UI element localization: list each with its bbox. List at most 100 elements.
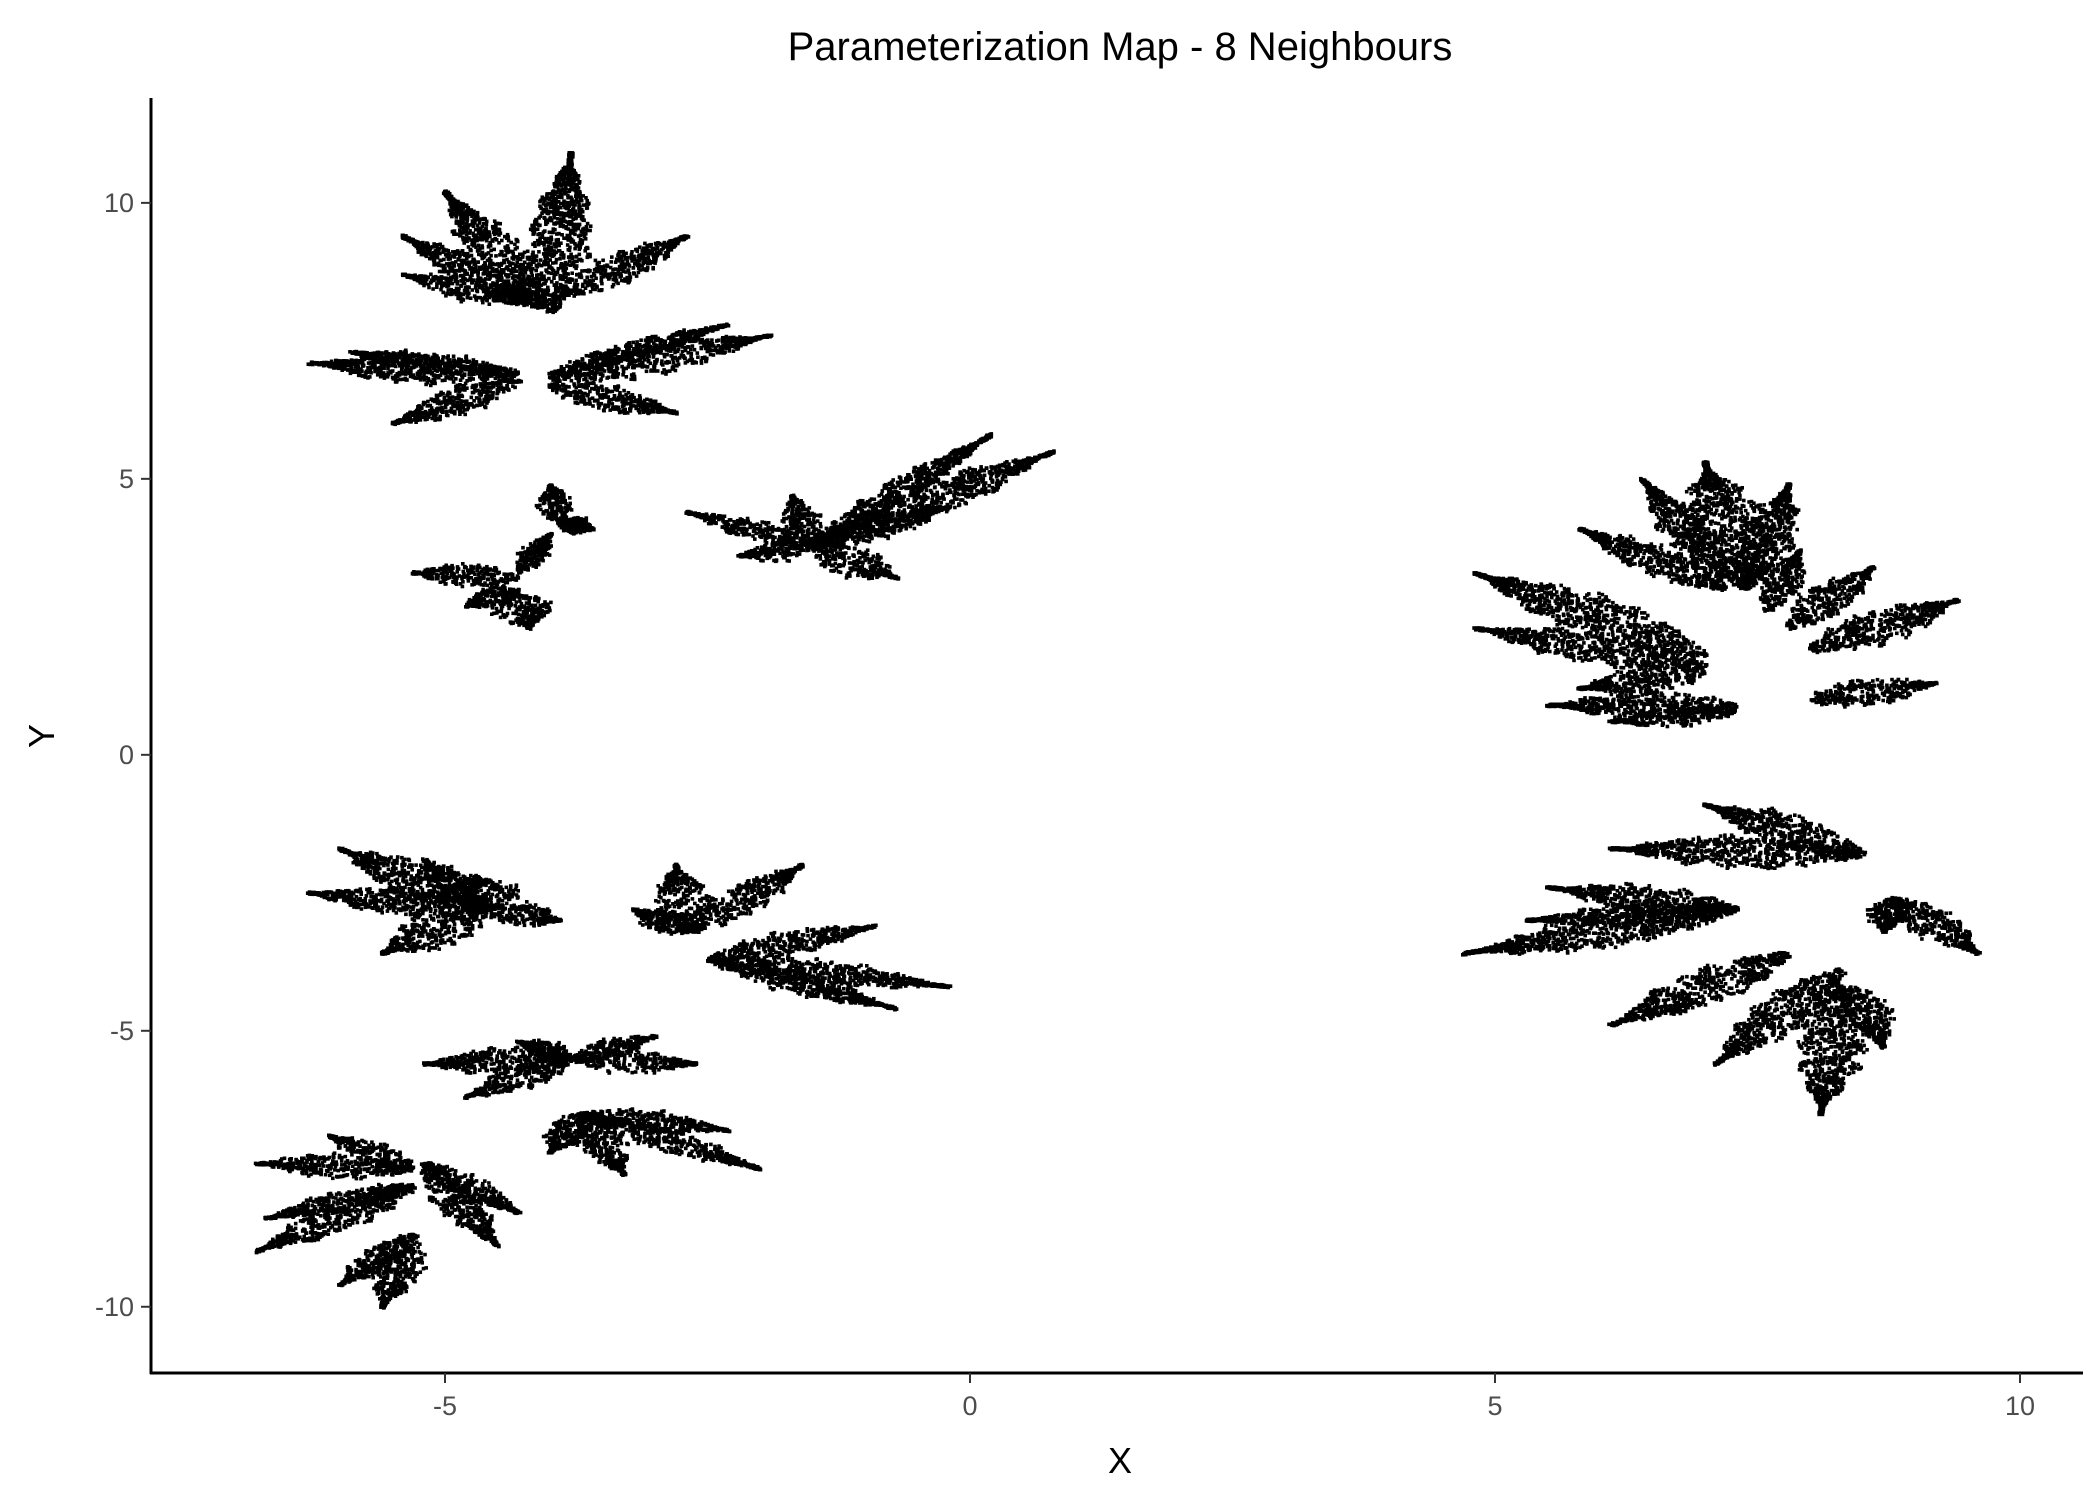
data-point bbox=[454, 209, 458, 213]
data-point bbox=[460, 249, 465, 253]
data-point bbox=[492, 364, 497, 369]
data-point bbox=[565, 243, 570, 247]
data-point bbox=[611, 282, 616, 287]
data-point bbox=[446, 248, 450, 253]
data-point bbox=[551, 303, 556, 307]
data-point bbox=[564, 201, 569, 205]
data-point bbox=[495, 281, 499, 286]
data-point bbox=[438, 242, 442, 247]
data-point bbox=[475, 223, 480, 228]
data-point bbox=[448, 360, 453, 365]
data-point bbox=[573, 227, 577, 231]
data-point bbox=[407, 371, 412, 375]
data-point bbox=[342, 359, 346, 363]
data-point bbox=[560, 251, 565, 255]
data-point bbox=[566, 158, 571, 162]
data-point bbox=[528, 293, 532, 298]
data-point bbox=[538, 258, 543, 262]
data-point bbox=[543, 281, 547, 286]
data-point bbox=[433, 243, 437, 247]
data-point bbox=[459, 299, 464, 304]
data-point bbox=[471, 231, 475, 236]
data-point bbox=[511, 281, 516, 285]
data-point bbox=[681, 237, 686, 242]
data-point bbox=[455, 201, 460, 205]
data-point bbox=[514, 297, 519, 302]
data-point bbox=[464, 402, 469, 407]
data-point bbox=[458, 228, 462, 232]
data-point bbox=[665, 245, 669, 249]
data-point bbox=[574, 278, 578, 283]
data-point bbox=[533, 277, 538, 281]
data-point bbox=[549, 235, 553, 239]
points-layer bbox=[253, 151, 1982, 1310]
data-point bbox=[429, 383, 433, 388]
data-point bbox=[617, 250, 622, 254]
data-point bbox=[769, 334, 773, 338]
data-point bbox=[549, 218, 554, 223]
data-point bbox=[607, 277, 611, 281]
data-point bbox=[454, 232, 459, 236]
data-point bbox=[490, 394, 494, 398]
data-point bbox=[430, 398, 435, 403]
data-point bbox=[555, 185, 560, 189]
data-point bbox=[599, 279, 604, 283]
data-point bbox=[441, 281, 446, 285]
data-point bbox=[546, 244, 551, 249]
data-point bbox=[504, 273, 508, 277]
data-point bbox=[485, 258, 490, 263]
data-point bbox=[393, 364, 398, 369]
data-point bbox=[483, 277, 488, 281]
data-point bbox=[696, 355, 700, 359]
data-point bbox=[482, 270, 486, 275]
data-point bbox=[671, 347, 675, 351]
data-point bbox=[549, 201, 554, 206]
data-point bbox=[456, 221, 461, 226]
data-point bbox=[435, 255, 439, 260]
data-point bbox=[422, 411, 427, 416]
data-point bbox=[439, 401, 444, 405]
data-point bbox=[548, 293, 552, 297]
data-point bbox=[476, 270, 480, 275]
data-point bbox=[434, 249, 439, 254]
data-point bbox=[561, 274, 565, 279]
data-point bbox=[421, 240, 425, 245]
data-point bbox=[573, 241, 577, 246]
data-point bbox=[403, 350, 408, 354]
data-point bbox=[610, 402, 615, 406]
data-point bbox=[532, 260, 536, 265]
data-point bbox=[541, 207, 545, 212]
data-point bbox=[575, 183, 579, 188]
data-point bbox=[404, 361, 409, 366]
data-point bbox=[523, 270, 528, 275]
data-point bbox=[501, 390, 506, 394]
data-point bbox=[553, 184, 557, 189]
data-point bbox=[507, 286, 511, 291]
data-point bbox=[446, 263, 451, 268]
data-point bbox=[733, 340, 738, 345]
data-point bbox=[451, 380, 456, 384]
data-point bbox=[548, 241, 553, 245]
data-point bbox=[393, 375, 398, 380]
data-point bbox=[439, 263, 444, 268]
data-point bbox=[538, 238, 542, 243]
data-point bbox=[370, 354, 374, 359]
data-point bbox=[704, 359, 709, 363]
data-point bbox=[584, 280, 588, 285]
data-point bbox=[573, 173, 578, 177]
data-point bbox=[461, 258, 466, 263]
data-point bbox=[502, 298, 507, 303]
data-point bbox=[476, 276, 481, 280]
data-point bbox=[575, 213, 580, 217]
data-point bbox=[430, 416, 434, 421]
data-point bbox=[556, 241, 560, 246]
data-point bbox=[405, 419, 409, 423]
data-point bbox=[613, 369, 617, 373]
data-point bbox=[651, 265, 655, 270]
data-point bbox=[424, 243, 428, 248]
data-point bbox=[535, 273, 539, 277]
data-point bbox=[441, 247, 446, 252]
data-point bbox=[544, 255, 549, 259]
data-point bbox=[497, 372, 501, 376]
data-point bbox=[708, 352, 713, 357]
